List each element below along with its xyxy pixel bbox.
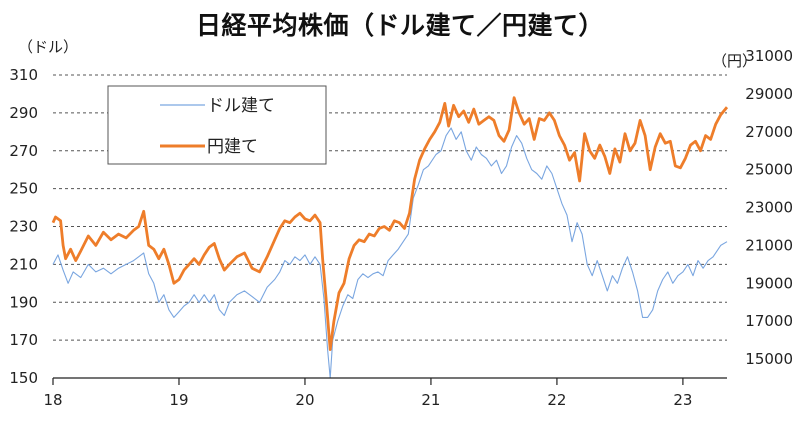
x-tick-label: 21 [421,391,440,409]
chart-title: 日経平均株価（ドル建て／円建て） [195,11,604,40]
left-tick-label: 210 [9,255,38,273]
left-axis-ticks: 150 170 190 210 230 250 270 290 310 [9,66,38,387]
left-tick-label: 290 [9,104,38,122]
legend-label-dollar: ドル建て [207,96,275,116]
left-tick-label: 190 [9,293,38,311]
right-tick-label: 19000 [745,274,793,292]
right-tick-label: 17000 [745,312,793,330]
series-layer [51,96,729,379]
x-tick-label: 20 [295,391,314,409]
right-axis-ticks: 15000 17000 19000 21000 23000 25000 27000 29000… [745,47,793,368]
right-tick-label: 31000 [745,47,793,65]
series-line-dollar [52,127,728,379]
left-tick-label: 170 [9,331,38,349]
right-tick-label: 21000 [745,236,793,254]
right-tick-label: 25000 [745,161,793,179]
x-tick-label: 23 [673,391,692,409]
x-tick-label: 22 [547,391,566,409]
left-axis-unit: （ドル） [18,38,78,56]
x-tick-label: 19 [169,391,188,409]
right-tick-label: 27000 [745,123,793,141]
legend-box [107,85,327,165]
x-tick-label: 18 [43,391,62,409]
x-axis-ticks: 18 19 20 21 22 23 [43,378,692,409]
left-tick-label: 150 [9,369,38,387]
legend: ドル建て 円建て [107,85,327,165]
left-tick-label: 270 [9,142,38,160]
right-tick-label: 15000 [745,350,793,368]
right-axis-unit: （円） [712,52,757,70]
left-tick-label: 230 [9,218,38,236]
left-tick-label: 310 [9,66,38,84]
left-tick-label: 250 [9,180,38,198]
right-tick-label: 23000 [745,199,793,217]
legend-label-yen: 円建て [207,137,258,157]
right-tick-label: 29000 [745,85,793,103]
series-line-yen [51,96,729,352]
